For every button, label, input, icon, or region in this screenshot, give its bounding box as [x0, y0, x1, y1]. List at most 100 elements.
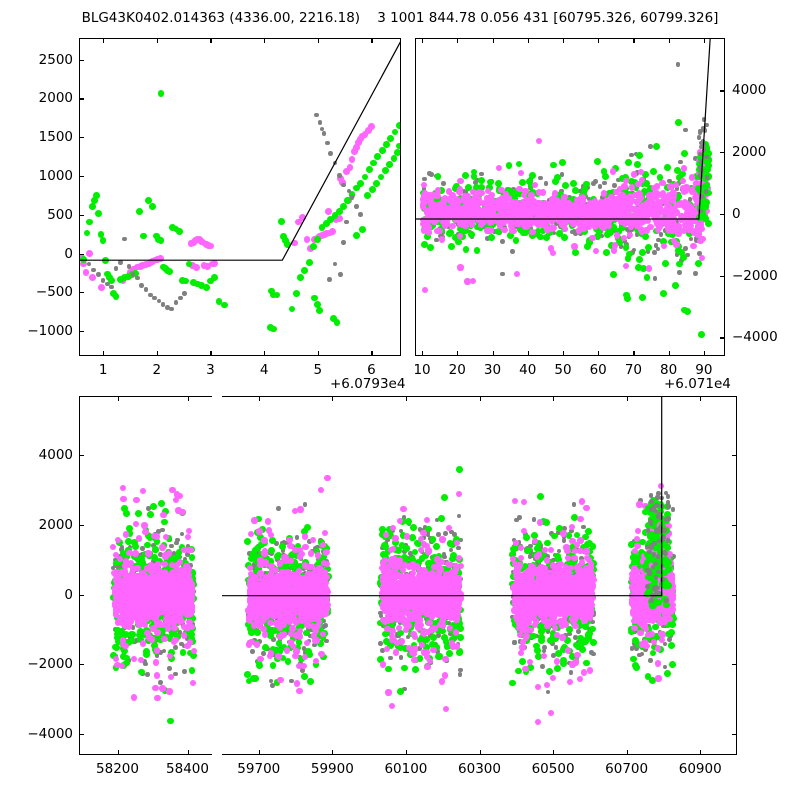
data-point: [660, 237, 668, 245]
data-point: [149, 203, 156, 210]
data-point: [421, 286, 428, 294]
data-point: [302, 629, 310, 637]
data-point: [535, 137, 543, 145]
data-point: [157, 255, 164, 262]
data-point: [188, 588, 195, 595]
data-point: [359, 226, 367, 234]
data-point: [157, 237, 165, 245]
data-point: [500, 271, 505, 277]
data-point: [426, 244, 434, 252]
data-point: [519, 229, 527, 237]
data-point: [680, 188, 688, 195]
data-point: [594, 158, 601, 166]
data-point: [641, 233, 649, 241]
axis-tick: [598, 38, 600, 43]
data-point: [152, 659, 159, 666]
data-point: [443, 220, 450, 227]
data-point: [328, 151, 333, 157]
data-point: [653, 183, 661, 190]
data-point: [80, 255, 88, 263]
data-point: [703, 189, 709, 195]
data-point: [447, 197, 454, 205]
data-point: [118, 608, 125, 615]
data-point: [116, 276, 124, 283]
data-point: [122, 236, 127, 242]
data-point: [325, 140, 330, 146]
axis-tick: [457, 351, 459, 356]
data-point: [109, 284, 114, 290]
panel-bottom-left-segment[interactable]: [79, 396, 212, 755]
data-point: [182, 277, 190, 285]
data-point: [305, 258, 313, 266]
data-point: [476, 189, 483, 196]
data-point: [310, 243, 317, 251]
data-point: [83, 229, 91, 237]
panel-top-left[interactable]: [79, 38, 401, 356]
axis-tick: [562, 351, 565, 356]
data-point: [150, 554, 158, 562]
data-point: [301, 266, 309, 274]
data-point: [687, 207, 695, 214]
axis-tick-label: 500: [47, 206, 73, 223]
data-point: [495, 179, 503, 187]
data-point: [314, 112, 319, 118]
data-point: [429, 171, 434, 177]
data-point: [420, 181, 428, 189]
data-point: [449, 222, 456, 229]
data-point: [341, 239, 346, 245]
data-point: [685, 229, 693, 237]
data-point: [143, 648, 151, 655]
data-point: [292, 290, 300, 297]
data-point: [705, 219, 713, 227]
data-point: [658, 232, 664, 237]
axis-tick: [457, 38, 459, 43]
axis-tick-label: 5: [313, 362, 323, 378]
data-point: [336, 173, 342, 178]
data-point: [675, 118, 682, 126]
data-point: [189, 679, 197, 686]
data-point: [143, 287, 149, 292]
data-point: [559, 159, 566, 167]
data-point: [699, 254, 706, 261]
data-point: [613, 214, 620, 222]
panel-bottom-right-segment[interactable]: [222, 396, 737, 755]
data-point: [179, 508, 186, 516]
panel-bottom-left-plot-area: [80, 397, 212, 754]
data-point: [675, 62, 681, 67]
data-point: [649, 191, 656, 199]
data-point: [636, 256, 643, 264]
panel-top-right[interactable]: [415, 38, 725, 356]
data-point: [88, 203, 96, 210]
axis-tick: [492, 38, 494, 43]
data-point: [294, 535, 300, 540]
data-point: [357, 179, 365, 187]
data-point: [629, 184, 636, 191]
data-point: [140, 640, 147, 647]
data-point: [158, 500, 166, 508]
data-point: [122, 563, 129, 570]
data-point: [500, 239, 505, 244]
axis-tick-label: 60: [589, 362, 607, 378]
axis-tick: [720, 213, 725, 216]
axis-tick: [598, 351, 600, 356]
axis-tick: [633, 38, 635, 43]
data-point: [678, 216, 685, 223]
axis-tick-label: 1000: [38, 168, 73, 185]
data-point: [395, 142, 400, 150]
data-point: [551, 230, 557, 236]
data-point: [82, 269, 90, 276]
data-point: [698, 331, 705, 339]
data-point: [161, 518, 168, 526]
data-point: [639, 265, 647, 273]
data-point: [143, 661, 148, 667]
data-point: [361, 173, 369, 181]
data-point: [674, 252, 680, 257]
data-point: [166, 268, 174, 276]
data-point: [607, 229, 615, 236]
axis-tick-label: 6: [367, 362, 376, 378]
data-point: [173, 671, 179, 677]
data-point: [136, 622, 143, 629]
data-point: [602, 180, 607, 186]
data-point: [421, 240, 429, 248]
data-point: [215, 297, 223, 305]
